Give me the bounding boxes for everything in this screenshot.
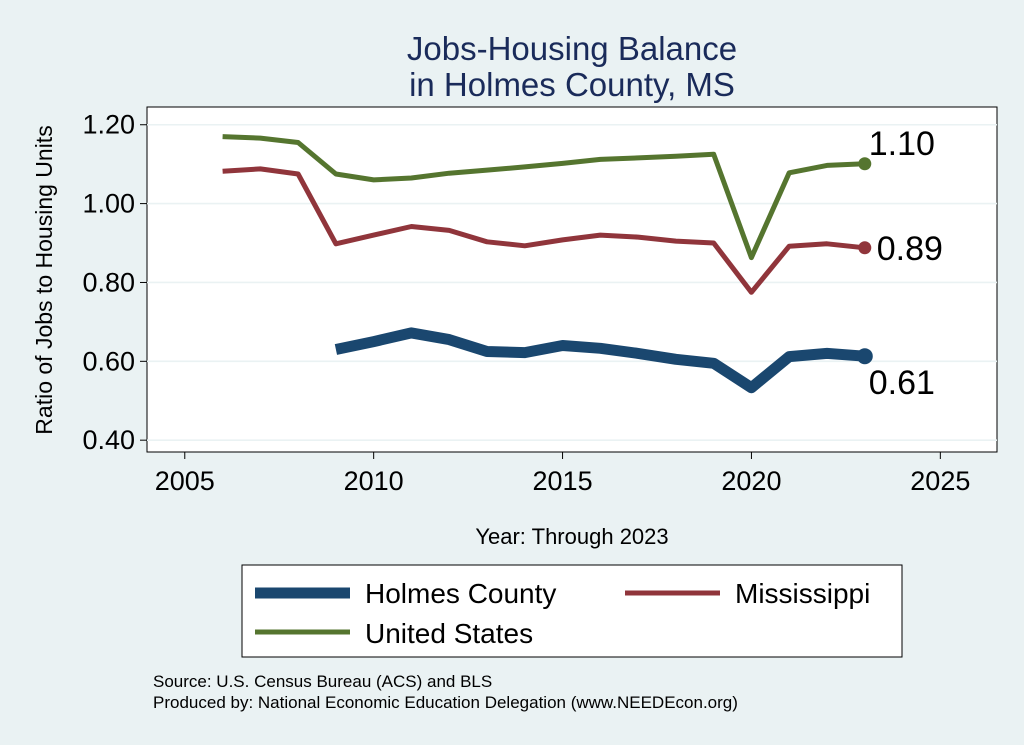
legend: Holmes County Mississippi United States	[241, 564, 903, 658]
produced-by-note: Produced by: National Economic Education…	[153, 693, 738, 712]
chart-subtitle: in Holmes County, MS	[409, 66, 735, 103]
chart-title: Jobs-Housing Balance	[407, 30, 737, 67]
y-tick-label: 0.80	[82, 267, 135, 297]
y-tick-label: 0.40	[82, 425, 135, 455]
axes: 0.40 0.60 0.80 1.00 1.20 2005 2010 2015 2020 2025	[82, 110, 970, 496]
grid-lines	[147, 123, 997, 441]
series-line-united-states	[222, 134, 865, 261]
y-tick-label: 1.00	[82, 189, 135, 219]
end-marker-holmes-county	[856, 348, 873, 365]
end-label-mississippi: 0.89	[877, 230, 943, 268]
x-axis-label: Year: Through 2023	[475, 524, 668, 549]
x-tick-label: 2010	[344, 466, 404, 496]
x-tick-label: 2015	[533, 466, 593, 496]
y-tick-label: 1.20	[82, 110, 135, 140]
series-line-holmes-county	[334, 327, 866, 394]
end-labels: 0.61 0.89 1.10	[856, 125, 943, 402]
x-tick-label: 2020	[721, 466, 781, 496]
end-marker-united-states	[858, 157, 872, 171]
series-lines	[222, 134, 866, 394]
end-label-holmes-county: 0.61	[869, 364, 935, 402]
x-tick-label: 2005	[155, 466, 215, 496]
legend-label-mississippi: Mississippi	[735, 578, 870, 609]
legend-box	[241, 564, 903, 658]
x-tick-label: 2025	[910, 466, 970, 496]
source-note: Source: U.S. Census Bureau (ACS) and BLS	[153, 672, 492, 691]
legend-label-holmes-county: Holmes County	[365, 578, 556, 609]
y-tick-label: 0.60	[82, 346, 135, 376]
y-axis-label: Ratio of Jobs to Housing Units	[31, 125, 57, 434]
end-label-united-states: 1.10	[869, 125, 935, 163]
series-line-mississippi	[222, 166, 866, 295]
legend-label-united-states: United States	[365, 618, 533, 649]
end-marker-mississippi	[858, 241, 872, 255]
